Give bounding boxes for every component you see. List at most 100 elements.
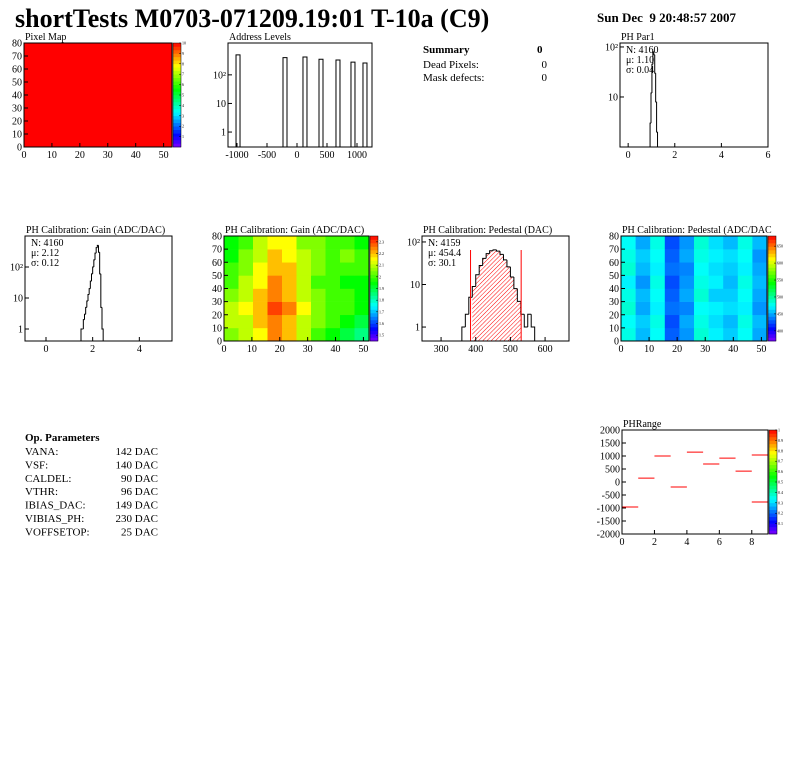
heatmap-cell [325,327,341,342]
heatmap-cell [282,314,297,329]
colorbar-label: 0.7 [778,459,783,464]
colorbar-step [769,530,777,535]
heatmap-cell [723,236,739,250]
heatmap-cell [224,327,239,342]
colorbar-step [768,302,776,307]
hatched-bin [503,259,507,341]
colorbar-step [370,243,378,247]
heatmap-cell [635,288,651,302]
histogram-bin [95,247,98,254]
heatmap-cell [752,236,768,250]
heatmap-cell [238,314,254,329]
summary-count: 0 [542,72,548,84]
histogram-bin [100,273,102,308]
histogram-bin [461,326,466,341]
x-tick-label: -500 [258,150,276,161]
colorbar-label: 1.5 [379,333,384,338]
heatmap-cell [340,327,355,342]
hatched-bin [479,265,483,341]
colorbar-step [768,264,776,268]
colorbar-step [768,323,776,328]
histogram-bin [502,254,507,261]
heatmap-cell [664,249,680,263]
colorbar-step [769,464,777,469]
heatmap-cell [694,301,709,316]
stats-text: μ: 1.10 [626,55,654,66]
heatmap-cell [282,301,297,316]
y-tick-label: 0 [614,337,619,348]
colorbar-step [173,77,181,82]
y-tick-label: 20 [212,310,222,321]
y-tick-label: 80 [12,39,22,50]
y-tick-label: 50 [12,78,22,89]
stats-text: σ: 0.04 [626,65,654,76]
op-value: 140 DAC [116,459,158,471]
heatmap-cell [238,288,254,302]
heatmap-cell [340,236,355,250]
heatmap-cell [621,275,636,289]
heatmap-cell [650,301,666,316]
heatmap-cell [311,314,326,329]
heatmap-cell [296,327,312,342]
heatmap-cell [650,262,666,276]
heatmap-cell [325,301,341,316]
y-tick-label: 60 [12,65,22,76]
heatmap-cell [664,275,680,289]
heatmap-cell [752,314,768,329]
colorbar-step [769,499,777,504]
y-tick-label: 10 [609,323,619,334]
colorbar-step [768,236,776,240]
hatched-bin [482,258,487,341]
colorbar-step [768,313,776,317]
colorbar-step [173,67,181,72]
heatmap-cell [752,262,768,276]
heatmap-cell [238,249,254,263]
colorbar-label: 1 [778,428,780,433]
x-tick-label: 4 [719,150,724,161]
colorbar-label: 600 [777,261,783,266]
colorbar-label: 4 [182,103,184,108]
heatmap-cell [723,275,739,289]
y-tick-label: 10 [212,323,222,334]
y-tick-label: 10 [410,280,420,291]
heatmap-cell [737,262,753,276]
colorbar-step [768,330,776,335]
heatmap-cell [253,262,268,276]
colorbar-step [173,105,181,110]
heatmap-cell [238,327,254,342]
colorbar-label: 1.8 [379,298,384,303]
heatmap-cell [708,288,724,302]
colorbar-step [370,264,378,268]
colorbar-step [370,285,378,289]
colorbar-step [173,91,181,96]
panel-title: PH Par1 [621,32,655,43]
stats-text: μ: 454.4 [428,248,461,259]
x-tick-label: 30 [303,344,313,355]
heatmap-cell [723,301,739,316]
heatmap-cell [635,249,651,263]
y-tick-label: 30 [12,104,22,115]
colorbar-step [768,292,776,296]
colorbar-step [768,306,776,310]
colorbar-step [173,126,181,130]
hatched-bin [493,249,497,341]
colorbar-step [173,122,181,127]
histogram-bin [652,51,654,65]
colorbar-step [769,482,777,486]
colorbar-step [370,299,378,303]
heatmap-cell [708,275,724,289]
y-tick-label: 0 [217,337,222,348]
frame [227,42,373,148]
panel-title: PH Calibration: Pedestal (ADC/DAC [622,225,772,236]
colorbar-label: 500 [777,294,783,299]
heatmap-cell [679,262,695,276]
stats-text: σ: 30.1 [428,258,456,269]
heatmap-cell [752,288,768,302]
colorbar-step [768,327,776,331]
heatmap-cell [24,43,173,148]
heatmap-cell [267,249,283,263]
colorbar-step [769,509,777,514]
colorbar-step [173,136,181,141]
y-tick-label: 30 [609,297,619,308]
heatmap-cell [325,249,341,263]
